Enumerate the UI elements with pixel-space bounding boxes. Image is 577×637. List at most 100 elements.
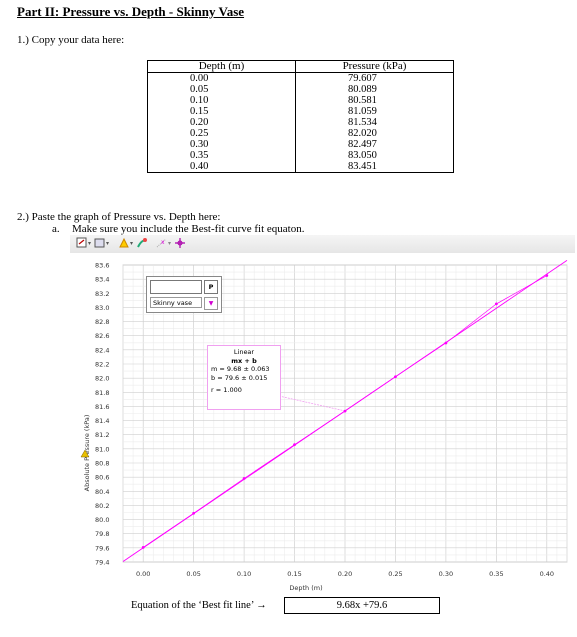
x-tick-label: 0.40	[540, 570, 554, 578]
table-row: 0.15 81.059	[147, 106, 454, 117]
y-tick-label: 80.4	[95, 488, 109, 496]
pressure-cell: 82.497	[295, 139, 454, 150]
data-series	[141, 274, 549, 549]
page-heading: Part II: Pressure vs. Depth - Skinny Vas…	[17, 4, 245, 19]
question-2a-text: Make sure you include the Best-fit curve…	[72, 223, 305, 235]
chevron-down-icon[interactable]: ▼	[204, 297, 218, 310]
data-point[interactable]	[293, 443, 296, 447]
data-point[interactable]	[242, 477, 246, 480]
question-2a-marker: a.	[52, 223, 60, 235]
linear-fit-box[interactable]: Linear mx + b m = 9.68 ± 0.063 b = 79.6 …	[207, 345, 281, 410]
y-tick-label: 81.2	[95, 431, 109, 439]
question-2a: a. Make sure you include the Best-fit cur…	[52, 223, 304, 235]
paint-icon[interactable]	[136, 237, 148, 251]
series-search-input[interactable]	[150, 280, 202, 294]
fit-intercept: b = 79.6 ± 0.015	[211, 373, 268, 382]
y-tick-label: 83.0	[95, 304, 109, 312]
x-tick-label: 0.30	[439, 570, 453, 578]
table-row: 0.40 83.451	[147, 161, 454, 173]
screenshot-icon[interactable]	[94, 237, 110, 251]
warning-icon[interactable]	[80, 449, 90, 458]
data-point[interactable]	[141, 545, 145, 549]
pressure-cell: 80.089	[295, 84, 454, 95]
table-header-row: Depth (m) Pressure (kPa)	[147, 60, 454, 73]
y-tick-label: 81.6	[95, 403, 109, 411]
data-table: Depth (m) Pressure (kPa) 0.00 79.607 0.05 8…	[147, 60, 454, 173]
x-tick-label: 0.05	[186, 570, 200, 578]
x-tick-labels: 0.00 0.05 0.10 0.15 0.20 0.25 0.30 0.35 0.40	[136, 570, 554, 578]
data-point[interactable]	[192, 511, 196, 515]
table-row: 0.35 83.050	[147, 150, 454, 161]
depth-cell: 0.40	[147, 161, 296, 173]
pressure-depth-graph[interactable]: 79.4 79.6 79.8 80.0 80.2 80.4 80.6 80.8 81.0 81.2…	[70, 253, 575, 593]
depth-cell: 0.20	[147, 117, 296, 128]
data-point[interactable]	[343, 409, 347, 413]
depth-cell: 0.15	[147, 106, 296, 117]
depth-cell: 0.30	[147, 139, 296, 150]
depth-cell: 0.00	[147, 72, 296, 84]
y-tick-label: 83.6	[95, 262, 109, 270]
fit-title: Linear	[233, 348, 255, 356]
y-tick-label: 83.4	[95, 276, 109, 284]
data-point[interactable]	[394, 375, 397, 379]
pressure-cell: 79.607	[295, 72, 454, 84]
pressure-cell: 81.534	[295, 117, 454, 128]
depth-cell: 0.10	[147, 95, 296, 106]
x-tick-label: 0.20	[338, 570, 352, 578]
table-row: 0.25 82.020	[147, 128, 454, 139]
question-1: 1.) Copy your data here:	[17, 34, 125, 46]
table-row: 0.20 81.534	[147, 117, 454, 128]
resize-icon[interactable]	[76, 237, 92, 251]
pressure-cell: 82.020	[295, 128, 454, 139]
pressure-cell: 83.451	[295, 161, 454, 173]
y-tick-label: 79.8	[95, 530, 109, 538]
table-row: 0.10 80.581	[147, 95, 454, 106]
series-name-select[interactable]: Skinny vase	[150, 297, 202, 308]
y-tick-label: 80.0	[95, 516, 109, 524]
y-tick-label: 83.2	[95, 290, 109, 298]
question-2: 2.) Paste the graph of Pressure vs. Dept…	[17, 211, 221, 223]
x-tick-label: 0.25	[388, 570, 402, 578]
y-tick-label: 80.6	[95, 474, 109, 482]
y-tick-label: 80.8	[95, 460, 109, 468]
x-tick-label: 0.00	[136, 570, 150, 578]
color-icon[interactable]	[118, 237, 134, 251]
fit-formula: mx + b	[231, 356, 257, 365]
equation-answer-box[interactable]: 9.68x +79.6	[284, 597, 440, 614]
depth-cell: 0.25	[147, 128, 296, 139]
y-tick-label: 82.0	[95, 375, 109, 383]
data-point[interactable]	[545, 274, 549, 277]
series-panel: P Skinny vase ▼	[146, 276, 222, 313]
tangent-icon[interactable]: x	[156, 237, 172, 251]
fit-correlation: r = 1.000	[211, 386, 242, 394]
y-tick-label: 81.4	[95, 417, 109, 425]
y-tick-label: 82.4	[95, 346, 109, 354]
svg-text:x: x	[161, 239, 165, 246]
table-row: 0.30 82.497	[147, 139, 454, 150]
crosshair-icon[interactable]	[174, 237, 186, 251]
column-header-pressure: Pressure (kPa)	[295, 60, 454, 73]
data-point[interactable]	[494, 302, 498, 306]
y-tick-label: 82.8	[95, 318, 109, 326]
y-tick-label: 81.0	[95, 445, 109, 453]
equation-label: Equation of the ‘Best fit line’ →	[131, 600, 267, 611]
x-tick-label: 0.15	[287, 570, 301, 578]
y-tick-label: 82.2	[95, 361, 109, 369]
data-point[interactable]	[444, 341, 448, 345]
fit-box-pointer	[278, 395, 346, 412]
table-row: 0.00 79.607	[147, 72, 454, 84]
series-p-button[interactable]: P	[204, 280, 218, 294]
pressure-cell: 83.050	[295, 150, 454, 161]
y-tick-label: 79.6	[95, 544, 109, 552]
x-tick-label: 0.10	[237, 570, 251, 578]
grid	[122, 264, 568, 563]
pressure-cell: 80.581	[295, 95, 454, 106]
table-row: 0.05 80.089	[147, 84, 454, 95]
y-tick-label: 79.4	[95, 559, 109, 567]
y-tick-label: 82.6	[95, 332, 109, 340]
y-tick-label: 80.2	[95, 502, 109, 510]
graph-toolbar: x	[70, 235, 575, 253]
pressure-cell: 81.059	[295, 106, 454, 117]
y-tick-labels: 79.4 79.6 79.8 80.0 80.2 80.4 80.6 80.8 81.0 81.2…	[95, 262, 109, 567]
fit-slope: m = 9.68 ± 0.063	[211, 365, 270, 373]
